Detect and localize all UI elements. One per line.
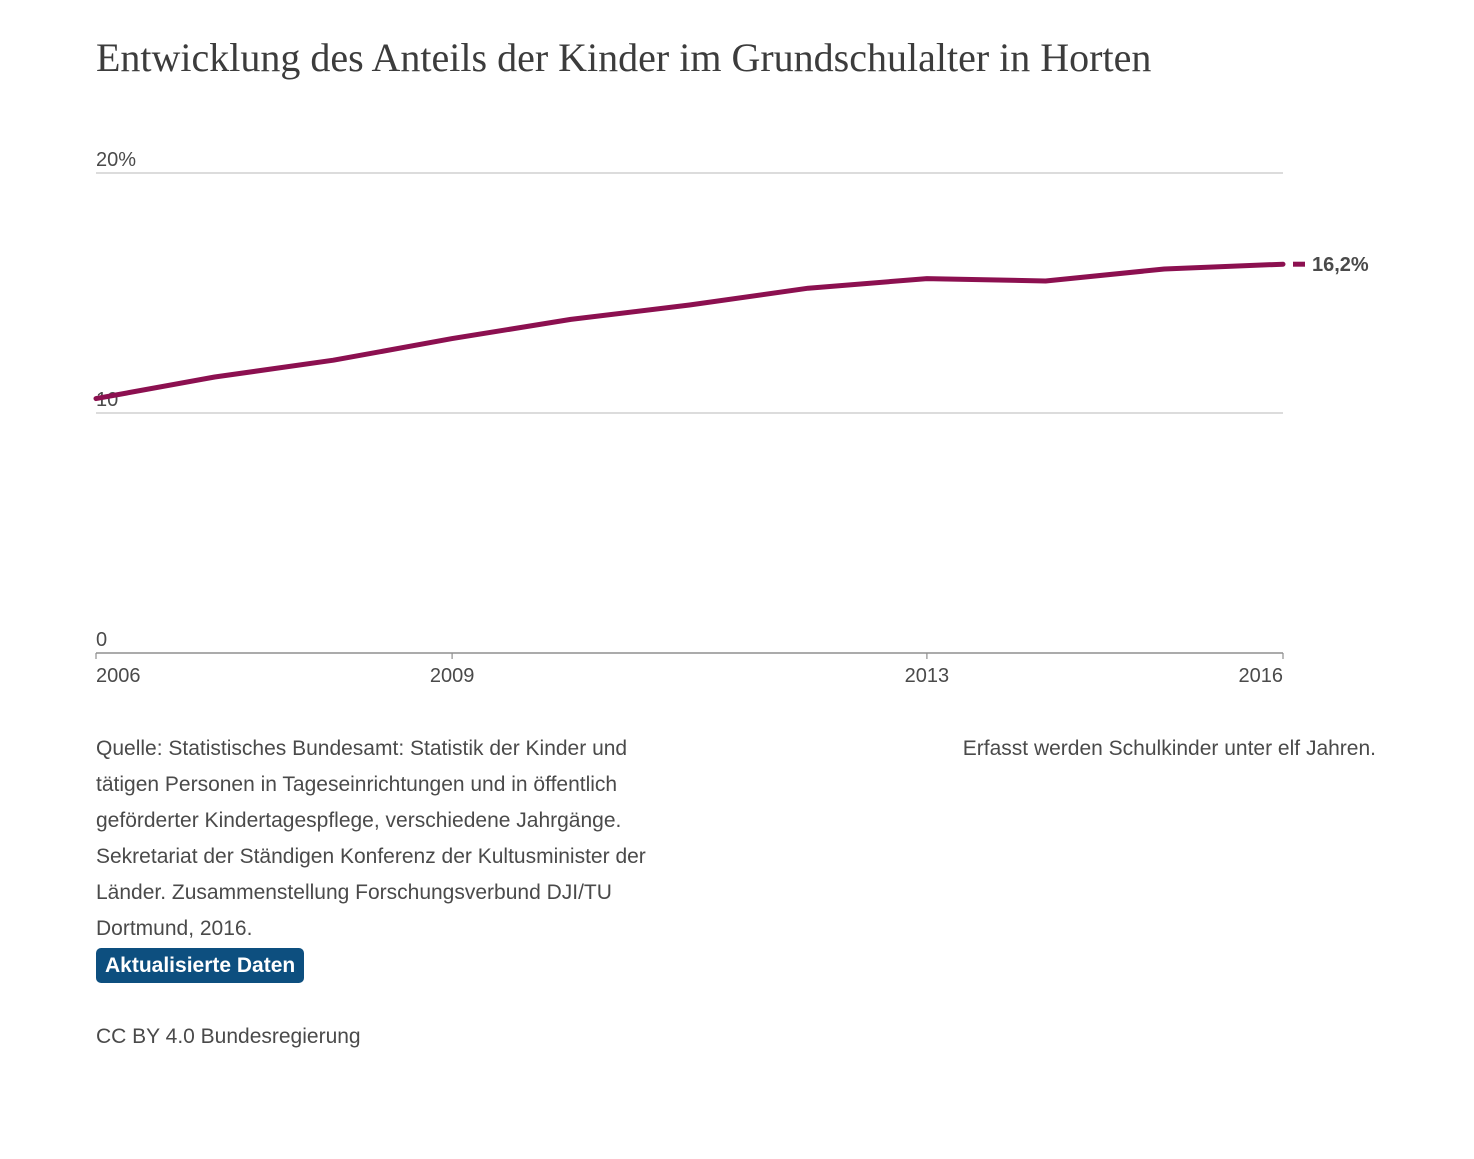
x-tick-label: 2013	[905, 665, 950, 687]
y-tick-label: 0	[96, 629, 107, 651]
chart-title: Entwicklung des Anteils der Kinder im Gr…	[96, 35, 1152, 80]
license-text: CC BY 4.0 Bundesregierung	[96, 1025, 361, 1048]
x-tick-label: 2006	[96, 665, 141, 687]
updated-data-button[interactable]: Aktualisierte Daten	[96, 948, 305, 983]
source-line: Länder. Zusammenstellung Forschungsverbu…	[96, 881, 612, 904]
grid-lines	[96, 172, 1283, 654]
x-axis-labels: 2006 2009 2013 2016	[96, 665, 1283, 687]
end-value-label: 16,2%	[1312, 254, 1369, 276]
x-axis-ticks	[95, 653, 1284, 659]
source-line: geförderter Kindertagespflege, verschied…	[96, 809, 622, 832]
source-line: Quelle: Statistisches Bundesamt: Statist…	[96, 737, 628, 760]
source-text: Quelle: Statistisches Bundesamt: Statist…	[96, 731, 686, 947]
series-line	[93, 261, 1286, 402]
source-line: tätigen Personen in Tageseinrichtungen u…	[96, 773, 618, 796]
y-tick-label: 20%	[96, 149, 136, 171]
chart-note: Erfasst werden Schulkinder unter elf Jah…	[962, 737, 1376, 760]
series-layer: 16,2%	[93, 254, 1369, 402]
x-tick-label: 2009	[430, 665, 475, 687]
source-line: Dortmund, 2016.	[96, 917, 253, 940]
x-tick-label: 2016	[1239, 665, 1284, 687]
source-line: Sekretariat der Ständigen Konferenz der …	[96, 845, 646, 868]
